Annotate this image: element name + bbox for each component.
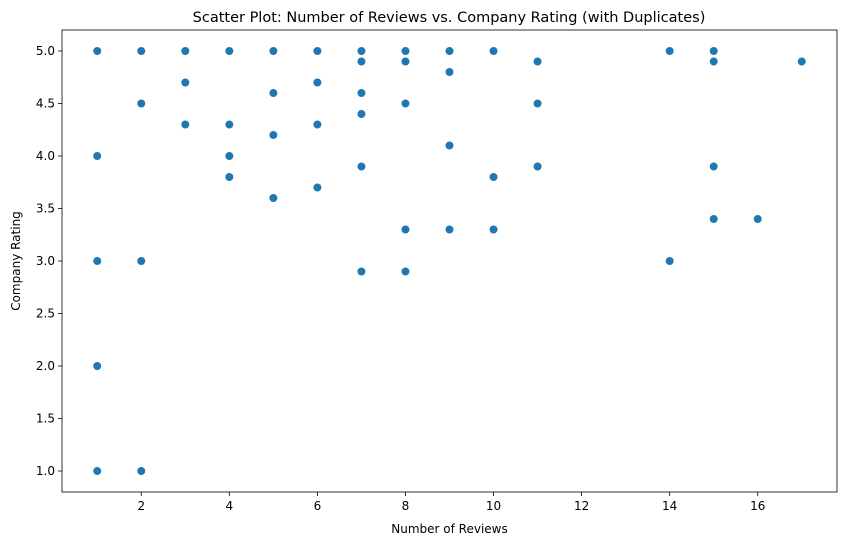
data-point — [136, 46, 146, 56]
data-point — [709, 56, 719, 67]
data-point — [532, 161, 543, 172]
data-point — [92, 151, 102, 161]
data-point — [444, 67, 455, 77]
x-axis-label: Number of Reviews — [391, 522, 507, 536]
data-point — [400, 98, 411, 109]
data-point — [136, 98, 146, 109]
data-point — [136, 466, 146, 476]
chart-title: Scatter Plot: Number of Reviews vs. Comp… — [193, 10, 706, 26]
data-point — [312, 119, 322, 130]
y-tick-label: 3.0 — [36, 254, 55, 268]
y-tick-label: 1.0 — [36, 464, 55, 478]
x-tick-label: 12 — [574, 499, 589, 513]
x-tick-label: 4 — [226, 499, 234, 513]
data-point — [92, 466, 102, 476]
y-axis-label: Company Rating — [9, 211, 23, 311]
data-point — [753, 214, 763, 224]
data-point — [400, 56, 411, 67]
y-tick-label: 5.0 — [36, 44, 55, 58]
data-point — [444, 140, 455, 151]
plot-frame — [61, 29, 838, 493]
data-point — [356, 56, 367, 67]
data-point — [268, 88, 278, 98]
data-point — [444, 46, 455, 56]
y-tick-label: 1.5 — [36, 412, 55, 426]
data-point — [665, 46, 675, 56]
x-tick-label: 10 — [486, 499, 501, 513]
y-tick-label: 2.5 — [36, 307, 55, 321]
x-tick-label: 14 — [662, 499, 677, 513]
data-point — [709, 46, 719, 56]
data-point — [224, 46, 234, 56]
y-tick-label: 4.5 — [36, 97, 55, 111]
data-point — [356, 266, 367, 277]
data-point — [797, 56, 807, 67]
data-point — [400, 224, 411, 235]
data-point — [312, 77, 322, 88]
data-point — [709, 161, 719, 172]
ticks-layer: 2 4 6 8 10 12 14 16 1.0 1.5 2.0 2.5 3.0 3.5 4.0 4.5 5.0 — [36, 44, 765, 513]
data-point — [268, 193, 278, 203]
data-point — [224, 119, 234, 130]
data-point — [532, 56, 543, 67]
data-point — [400, 46, 411, 56]
y-tick-label: 2.0 — [36, 359, 55, 373]
data-point — [356, 88, 367, 98]
data-point — [709, 214, 719, 224]
data-point — [224, 172, 234, 182]
data-point — [92, 256, 102, 266]
data-point — [92, 46, 102, 56]
y-tick-label: 3.5 — [36, 202, 55, 216]
data-point — [356, 46, 367, 56]
data-point — [180, 77, 190, 88]
data-point — [312, 182, 322, 193]
data-point — [224, 151, 234, 161]
x-tick-label: 16 — [750, 499, 765, 513]
data-point — [92, 361, 102, 371]
data-point — [356, 109, 367, 119]
x-tick-label: 6 — [314, 499, 322, 513]
data-point — [312, 46, 322, 56]
data-point — [444, 224, 455, 235]
plot-area — [62, 30, 837, 492]
data-point — [180, 46, 190, 56]
data-point — [488, 172, 499, 182]
data-point — [665, 256, 675, 266]
data-point — [356, 161, 367, 172]
x-tick-label: 8 — [402, 499, 410, 513]
y-tick-label: 4.0 — [36, 149, 55, 163]
points-layer — [92, 46, 807, 476]
data-point — [488, 46, 499, 56]
data-point — [136, 256, 146, 266]
x-tick-label: 2 — [137, 499, 145, 513]
data-point — [268, 130, 278, 140]
data-point — [488, 224, 499, 235]
data-point — [268, 46, 278, 56]
data-point — [532, 98, 543, 109]
data-point — [400, 266, 411, 277]
data-point — [180, 119, 190, 130]
